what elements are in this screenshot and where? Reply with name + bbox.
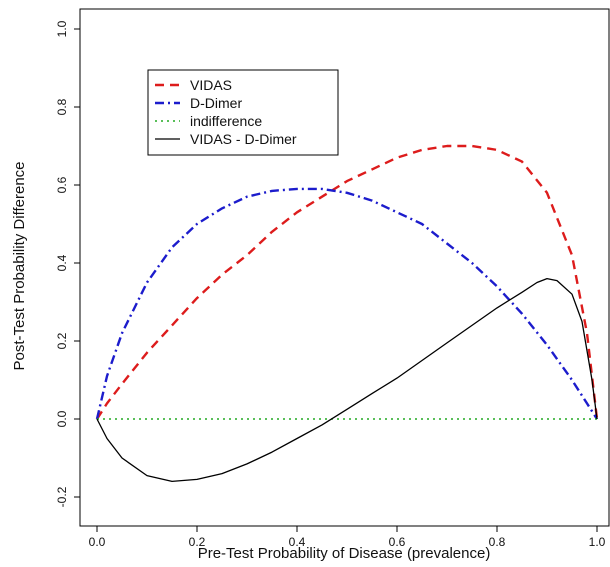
- legend-label: D-Dimer: [190, 95, 242, 111]
- y-tick-label: 1.0: [55, 20, 69, 37]
- series-line-d-dimer: [95, 187, 599, 420]
- y-tick-label: -0.2: [55, 486, 69, 507]
- x-axis-title: Pre-Test Probability of Disease (prevale…: [198, 545, 491, 562]
- series-line-vidas-d-dimer: [96, 277, 598, 483]
- x-tick-label: 0.8: [489, 535, 506, 549]
- x-tick-label: 0.4: [289, 535, 306, 549]
- series-line-vidas: [95, 144, 599, 420]
- y-tick-label: 0.6: [55, 176, 69, 193]
- y-tick-label: 0.2: [55, 332, 69, 349]
- y-tick-label: 0.0: [55, 410, 69, 427]
- legend-label: VIDAS - D-Dimer: [190, 131, 297, 147]
- y-axis: -0.2 0.0 0.2 0.4 0.6 0.8 1.0: [55, 20, 81, 507]
- x-tick-label: 1.0: [589, 535, 606, 549]
- y-axis-title: Post-Test Probability Difference: [11, 162, 28, 371]
- series-layer: [95, 144, 599, 483]
- x-tick-label: 0.6: [389, 535, 406, 549]
- y-tick-label: 0.4: [55, 254, 69, 271]
- y-tick-label: 0.8: [55, 98, 69, 115]
- x-tick-label: 0.2: [189, 535, 206, 549]
- x-axis: 0.0 0.2 0.4 0.6 0.8 1.0: [89, 525, 606, 549]
- x-tick-label: 0.0: [89, 535, 106, 549]
- legend-box: [147, 69, 339, 156]
- legend-label: indifference: [190, 113, 262, 129]
- legend: VIDAS D-Dimer indifference VIDAS - D-Dimer: [147, 69, 339, 156]
- legend-label: VIDAS: [190, 77, 232, 93]
